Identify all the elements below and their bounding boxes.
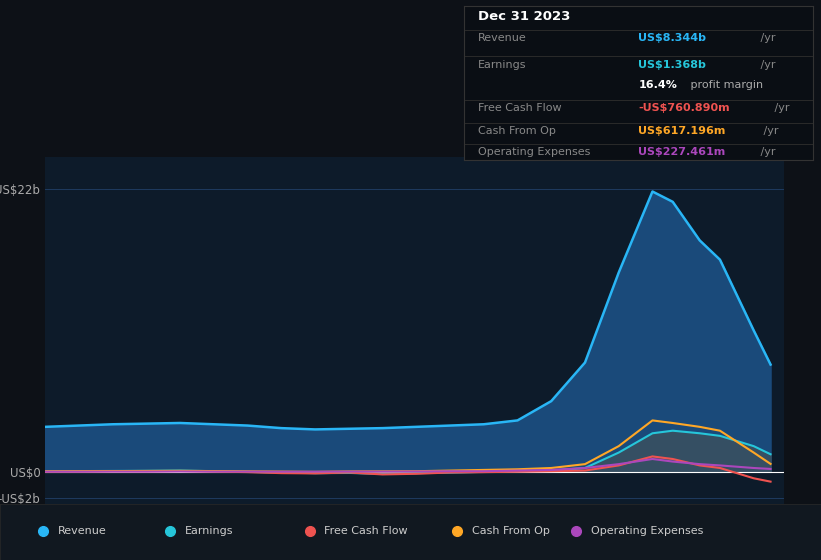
Text: Cash From Op: Cash From Op	[478, 126, 556, 136]
Text: Operating Expenses: Operating Expenses	[478, 147, 590, 157]
Text: Earnings: Earnings	[478, 59, 526, 69]
Text: /yr: /yr	[771, 102, 790, 113]
Text: /yr: /yr	[760, 126, 779, 136]
Text: Operating Expenses: Operating Expenses	[591, 526, 704, 536]
Text: US$1.368b: US$1.368b	[639, 59, 706, 69]
Text: Dec 31 2023: Dec 31 2023	[478, 10, 571, 23]
Text: /yr: /yr	[757, 147, 776, 157]
Text: -US$760.890m: -US$760.890m	[639, 102, 730, 113]
Text: US$227.461m: US$227.461m	[639, 147, 726, 157]
Text: /yr: /yr	[757, 34, 776, 43]
Text: US$8.344b: US$8.344b	[639, 34, 706, 43]
Text: Earnings: Earnings	[185, 526, 233, 536]
Text: US$617.196m: US$617.196m	[639, 126, 726, 136]
Text: Free Cash Flow: Free Cash Flow	[478, 102, 562, 113]
Text: Revenue: Revenue	[57, 526, 106, 536]
Text: Cash From Op: Cash From Op	[472, 526, 550, 536]
Text: Revenue: Revenue	[478, 34, 526, 43]
Text: Free Cash Flow: Free Cash Flow	[324, 526, 408, 536]
Text: profit margin: profit margin	[687, 80, 764, 90]
Text: /yr: /yr	[757, 59, 776, 69]
Text: 16.4%: 16.4%	[639, 80, 677, 90]
